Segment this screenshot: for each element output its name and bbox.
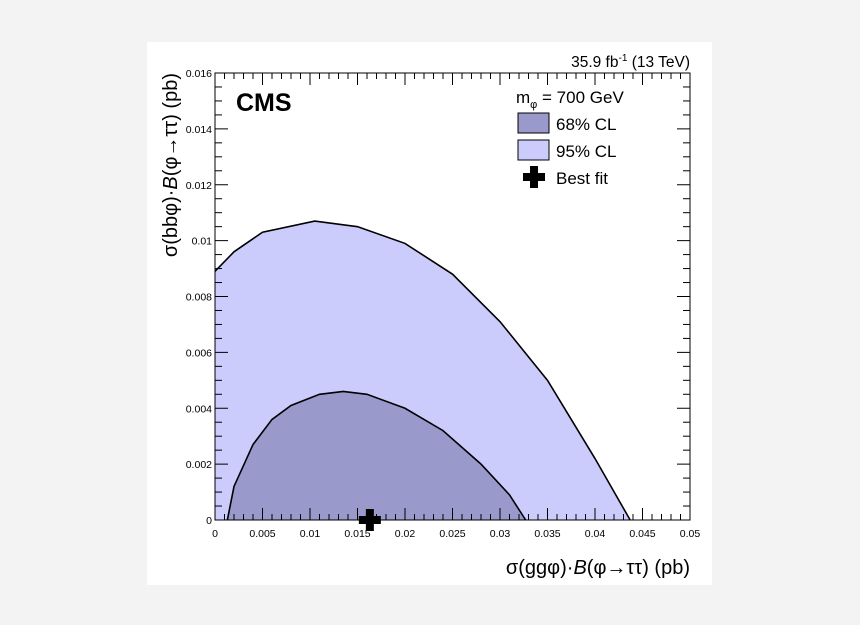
legend-label-68: 68% CL [556,115,616,134]
x-axis-label: σ(ggφ)·B(φ→ττ) (pb) [506,557,690,579]
x-tick-label: 0.015 [344,528,370,540]
x-tick-label: 0.025 [439,528,465,540]
experiment-label: CMS [236,89,292,117]
legend-label-95: 95% CL [556,142,616,161]
legend-label-best-fit: Best fit [556,169,608,188]
x-tick-label: 0.035 [534,528,560,540]
y-tick-label: 0.008 [186,292,212,304]
y-tick-label: 0.002 [186,459,212,471]
contour-line-95 [214,220,631,521]
best-fit-marker [358,509,381,531]
x-tick-label: 0.05 [680,528,701,540]
legend-swatch-68 [517,112,550,134]
y-tick-label: 0.01 [192,236,213,248]
y-tick-label: 0 [206,515,212,527]
x-tick-label: 0.04 [585,528,606,540]
y-tick-label: 0.006 [186,347,212,359]
legend-best-fit-marker [523,166,545,188]
contour-line-68 [226,390,527,521]
luminosity-label: 35.9 fb-1 (13 TeV) [571,53,690,71]
y-axis-label: σ(bbφ)·B(φ→ττ) (pb) [160,73,182,257]
x-tick-label: 0.005 [249,528,275,540]
y-tick-label: 0.014 [186,124,212,136]
y-tick-label: 0.012 [186,180,212,192]
y-tick-label: 0.004 [186,403,212,415]
x-tick-label: 0 [212,528,218,540]
legend-title: mφ = 700 GeV [516,88,624,111]
legend-swatch-95 [517,139,550,161]
x-tick-label: 0.02 [395,528,416,540]
contour-fill-68 [227,391,526,520]
x-tick-label: 0.03 [490,528,511,540]
x-tick-label: 0.045 [629,528,655,540]
y-tick-label: 0.016 [186,68,212,80]
x-tick-label: 0.01 [300,528,321,540]
